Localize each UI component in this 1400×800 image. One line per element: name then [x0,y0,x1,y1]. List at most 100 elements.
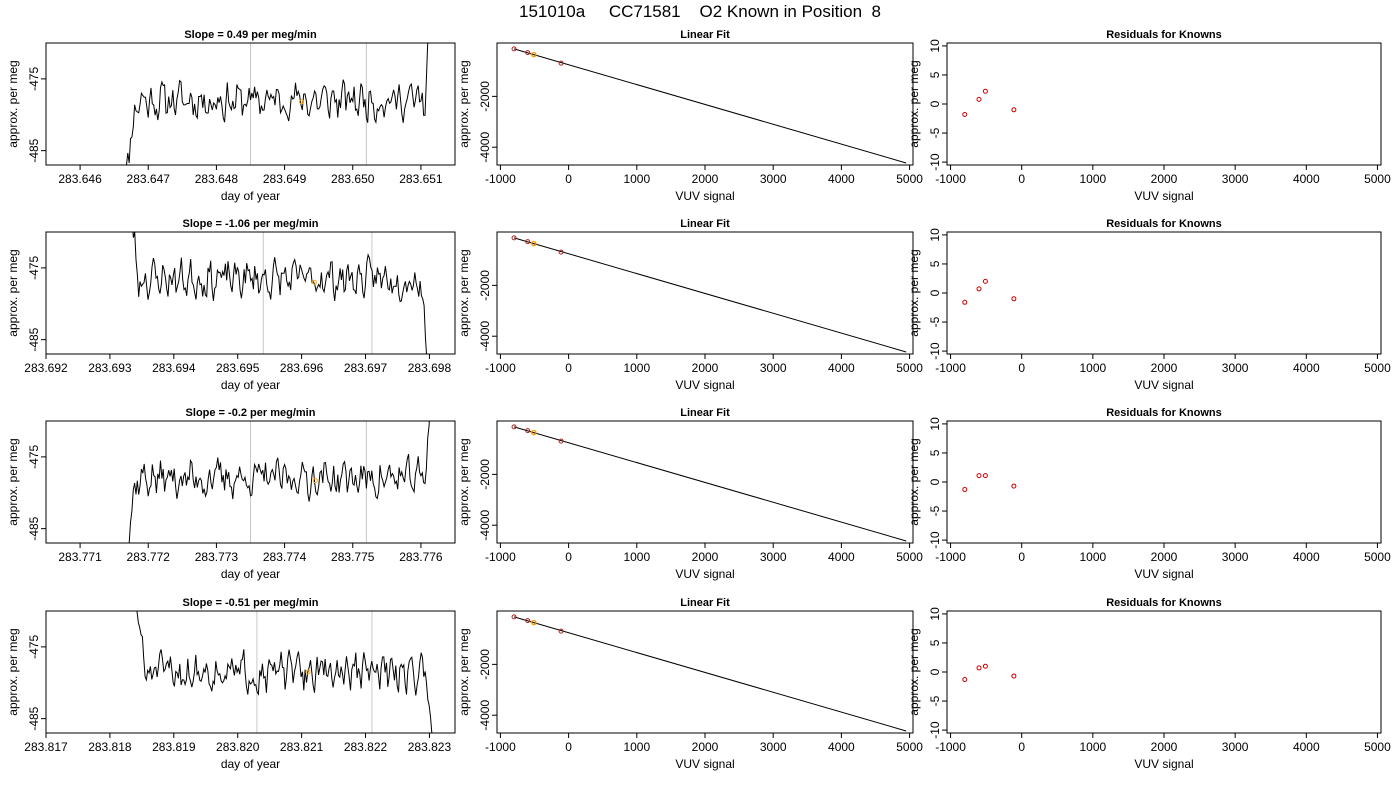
plot-area [962,473,1017,493]
series-line [128,421,430,543]
page-title: 151010a CC71581 O2 Known in Position 8 [519,2,881,21]
x-tick-label: 4000 [1293,361,1320,375]
x-tick-label: 283.697 [344,361,388,375]
highlight-point [312,478,318,484]
plot-frame [946,420,1382,544]
x-tick-label: 283.694 [152,361,196,375]
panel-4-2: Linear Fit -1000 0 1000 2000 3000 4000 5000 -400… [457,597,923,771]
x-axis-label: VUV signal [1134,567,1193,581]
y-tick-label: -475 [27,635,41,659]
plot-area [962,663,1017,683]
data-point [525,50,531,56]
data-point [982,278,988,284]
plot-area [511,46,907,164]
y-tick-label: -475 [27,67,41,91]
y-tick-label: -10 [928,153,942,171]
fit-line [513,237,907,353]
panel-title: Slope = -0.2 per meg/min [186,407,316,419]
x-tick-label: 283.774 [263,550,307,564]
x-tick-label: 283.775 [331,550,375,564]
x-axis-label: day of year [221,757,280,771]
highlight-point [311,279,317,285]
x-tick-label: 0 [565,740,572,754]
y-axis-label: approx. per meg [6,249,20,336]
x-tick-label: 283.817 [24,740,68,754]
y-tick-label: -475 [27,445,41,469]
series-line [125,43,429,165]
x-tick-label: 5000 [896,361,923,375]
panel-title: Linear Fit [680,29,730,41]
x-tick-label: 1000 [623,172,650,186]
y-tick-label: -5 [928,127,942,138]
y-tick-label: -5 [928,316,942,327]
data-point [558,249,564,255]
panel-2-2: Linear Fit -1000 0 1000 2000 3000 4000 5000 -400… [457,218,923,392]
y-tick-label: -5 [928,505,942,516]
x-tick-label: 283.773 [195,550,239,564]
data-point [558,60,564,66]
y-tick-label: -2000 [478,649,492,680]
y-tick-label: -10 [928,342,942,360]
panel-title: Residuals for Knowns [1106,597,1222,609]
panel-title: Linear Fit [680,597,730,609]
x-axis-label: VUV signal [675,378,734,392]
x-tick-label: 283.647 [127,172,171,186]
plot-area [125,43,429,165]
x-axis-label: VUV signal [675,757,734,771]
x-tick-label: 283.649 [263,172,307,186]
x-tick-label: 0 [1018,361,1025,375]
x-tick-label: 4000 [1293,550,1320,564]
x-tick-label: 5000 [1364,361,1391,375]
x-tick-label: 2000 [692,740,719,754]
y-tick-label: -2000 [478,81,492,112]
y-axis-label: approx. per meg [907,60,921,147]
x-tick-label: 283.693 [88,361,132,375]
panel-4-1: Slope = -0.51 per meg/min 283.817 283.818 2… [6,597,456,771]
data-point [962,487,968,493]
y-tick-label: 0 [928,478,942,485]
panel-title: Slope = 0.49 per meg/min [184,29,317,41]
panel-4-3: Residuals for Knowns -1000 0 1000 2000 3000 40… [907,597,1391,771]
x-tick-label: 283.651 [399,172,443,186]
data-point [511,614,517,620]
y-tick-label: 0 [928,100,942,107]
panel-3-2: Linear Fit -1000 0 1000 2000 3000 4000 5000 -400… [457,407,923,581]
x-tick-label: 5000 [1364,740,1391,754]
x-axis-label: day of year [221,378,280,392]
x-axis-label: day of year [221,189,280,203]
y-tick-label: 0 [928,289,942,296]
panel-2-3: Residuals for Knowns -1000 0 1000 2000 3000 40… [907,218,1391,392]
x-tick-label: 283.822 [344,740,388,754]
x-tick-label: 283.650 [331,172,375,186]
x-tick-label: 283.820 [216,740,260,754]
x-tick-label: 0 [1018,550,1025,564]
y-tick-label: -485 [27,138,41,162]
data-point [558,438,564,444]
plot-area [962,88,1017,117]
y-axis-label: approx. per meg [457,249,471,336]
x-axis-label: VUV signal [1134,189,1193,203]
x-tick-label: 0 [565,172,572,186]
x-tick-label: 0 [565,550,572,564]
panel-title: Linear Fit [680,407,730,419]
data-point [962,299,968,305]
x-tick-label: 1000 [623,550,650,564]
x-tick-label: 3000 [760,361,787,375]
data-point [511,424,517,430]
data-point [982,663,988,669]
y-tick-label: 5 [928,449,942,456]
x-tick-label: 3000 [1222,740,1249,754]
data-point [1011,296,1017,302]
plot-area [511,235,907,353]
plot-area [128,421,430,543]
x-tick-label: 2000 [692,172,719,186]
x-tick-label: 3000 [760,740,787,754]
y-tick-label: 5 [928,639,942,646]
x-tick-label: 4000 [828,740,855,754]
x-tick-label: 5000 [1364,172,1391,186]
highlight-point [531,429,537,436]
x-axis-label: VUV signal [1134,757,1193,771]
data-point [1011,107,1017,113]
plot-frame [946,42,1382,166]
data-point [1011,483,1017,489]
